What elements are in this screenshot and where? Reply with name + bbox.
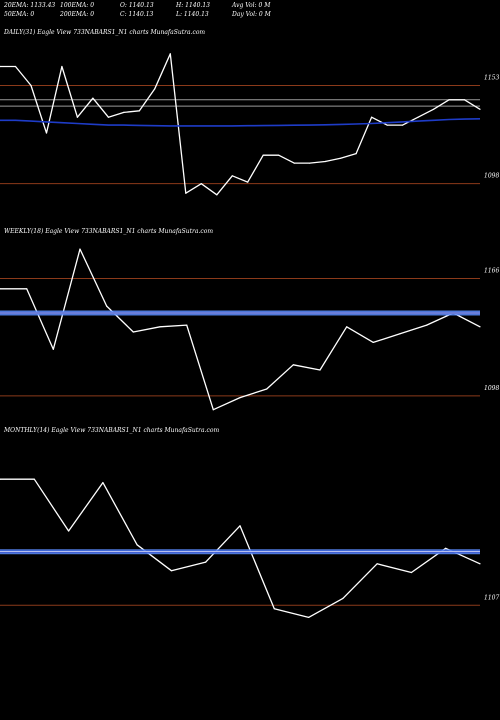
header-avg-vol: Avg Vol: 0 M [231,2,271,9]
weekly-price-point [399,333,401,335]
weekly-y-tick-label-0: 1166 [484,267,499,274]
weekly-price-point [106,305,108,307]
daily-price-point [92,97,94,99]
daily-price-point [432,108,435,110]
monthly-price-point [136,544,138,546]
weekly-price-point [266,388,268,390]
daily-price-point [402,124,404,126]
header-high: H: 1140.13 [175,2,210,9]
monthly-price-line [0,478,481,619]
monthly-price-point [410,571,412,574]
daily-price-point [216,194,218,196]
daily-price-point [479,108,481,110]
weekly-price-point [52,348,54,350]
weekly-price-point [479,326,481,328]
weekly-price-point [212,409,214,411]
daily-price-point [154,88,156,90]
monthly-panel: 1107 [0,478,499,619]
daily-price-point [417,116,419,118]
daily-price-point [30,84,32,87]
weekly-price-line [0,248,481,411]
weekly-price-point [292,364,294,366]
monthly-price-point [342,597,344,600]
header-close: C: 1140.13 [120,11,154,18]
daily-price-point [123,111,125,113]
daily-price-point [463,99,466,101]
header-20ema: 20EMA: 1133.43 [3,2,55,9]
monthly-price-point [0,478,1,480]
weekly-price-point [132,331,134,333]
monthly-price-point [376,563,378,565]
weekly-panel-title: WEEKLY(18) Eagle View 733NABARS1_N1 char… [4,228,213,235]
weekly-price-point [186,324,188,326]
daily-price-point [0,65,1,68]
daily-price-point [138,110,140,112]
weekly-y-tick-label-1: 1098 [484,385,499,392]
monthly-price-point [170,570,172,572]
daily-y-tick-label-0: 1153 [484,75,499,82]
monthly-price-point [68,530,70,532]
monthly-y-tick-label-0: 1107 [484,594,499,601]
daily-price-point [386,124,388,126]
daily-price-point [340,157,342,159]
daily-price-point [355,153,357,155]
header-day-vol: Day Vol: 0 M [231,11,272,18]
weekly-price-point [239,397,241,399]
daily-y-tick-label-1: 1098 [484,173,499,180]
monthly-price-point [273,608,275,610]
daily-price-point [76,116,78,118]
daily-panel: 1153 1098 [0,53,499,196]
header-50ema: 50EMA: 0 [4,11,34,18]
monthly-panel-title: MONTHLY(14) Eagle View 733NABARS1_N1 cha… [3,427,219,434]
weekly-price-point [79,248,81,250]
monthly-price-point [102,482,104,484]
header-200ema: 200EMA: 0 [59,11,94,18]
weekly-price-point [319,369,321,371]
daily-price-point [61,65,63,68]
daily-price-point [293,162,295,164]
daily-price-point [262,154,264,156]
weekly-price-point [26,288,28,290]
daily-price-point [45,132,48,134]
monthly-price-point [205,561,207,563]
weekly-price-point [159,326,161,328]
weekly-price-point [372,341,374,343]
daily-price-point [371,116,373,118]
header-open: O: 1140.13 [120,2,154,9]
daily-ema-line [0,118,481,127]
monthly-price-point [33,478,35,480]
weekly-price-point [0,288,1,290]
daily-price-point [107,116,109,118]
monthly-price-point [479,563,481,565]
daily-price-point [14,65,17,68]
header-low: L: 1140.13 [175,11,209,18]
daily-price-point [324,160,326,163]
daily-price-line [0,53,481,196]
daily-price-point [200,183,202,185]
header-info: 20EMA: 1133.43 100EMA: 0 O: 1140.13 H: 1… [3,2,272,18]
daily-price-point [185,192,187,194]
daily-price-point [278,154,280,156]
daily-price-point [448,99,450,101]
daily-price-point [169,53,171,55]
weekly-panel: 1166 1098 [0,248,499,411]
daily-price-point [309,162,311,164]
monthly-price-point [445,547,447,549]
monthly-price-point [239,525,241,527]
weekly-price-point [426,324,428,326]
monthly-price-point [308,616,310,619]
header-100ema: 100EMA: 0 [60,2,94,9]
weekly-price-point [346,326,348,328]
daily-price-point [247,181,249,183]
daily-panel-title: DAILY(31) Eagle View 733NABARS1_N1 chart… [3,29,205,36]
daily-price-point [231,175,233,177]
